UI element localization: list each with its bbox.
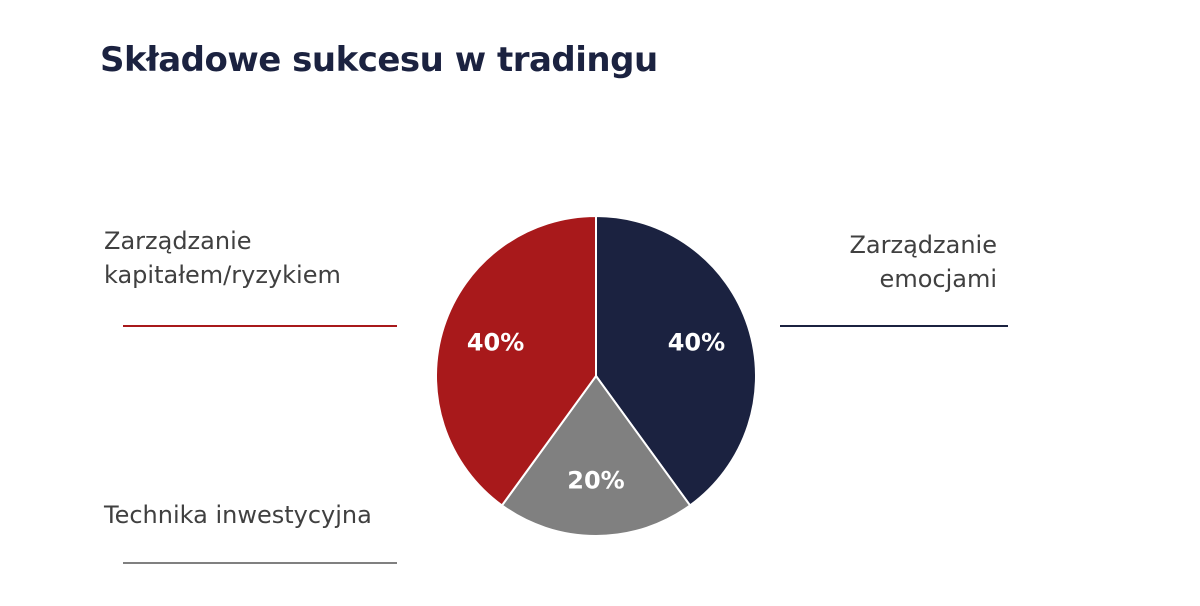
pie-slice	[500, 374, 692, 538]
category-label: Zarządzanie emocjami	[849, 231, 997, 293]
label-rule	[123, 562, 397, 564]
pie-slice	[435, 214, 597, 507]
label-rule	[123, 325, 397, 327]
category-label: Zarządzanie kapitałem/ryzykiem	[104, 227, 341, 289]
category-label: Technika inwestycyjna	[104, 501, 372, 529]
value-label: 40%	[668, 328, 725, 356]
label-rule	[780, 325, 1008, 327]
chart-title: Składowe sukcesu w tradingu	[100, 40, 658, 80]
pie-slice	[595, 214, 757, 507]
value-label: 40%	[467, 328, 524, 356]
value-label: 20%	[567, 467, 624, 495]
